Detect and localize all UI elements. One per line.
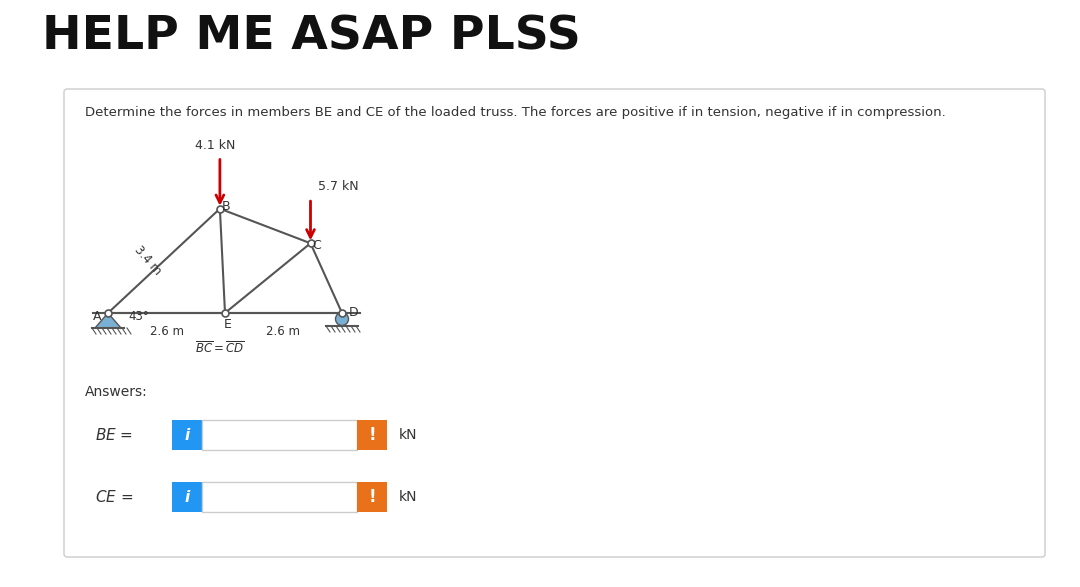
Bar	[202, 482, 357, 512]
Text: HELP ME ASAP PLSS: HELP ME ASAP PLSS	[42, 15, 581, 60]
Text: Determine the forces in members BE and CE of the loaded truss. The forces are po: Determine the forces in members BE and C…	[85, 106, 946, 119]
Text: 5.7 kN: 5.7 kN	[319, 180, 359, 193]
Text: $\overline{BC}=\overline{CD}$: $\overline{BC}=\overline{CD}$	[195, 341, 245, 356]
Text: $\mathit{CE}$ =: $\mathit{CE}$ =	[95, 489, 133, 505]
Text: !: !	[368, 426, 376, 444]
Text: 3.4 m: 3.4 m	[132, 244, 164, 278]
Text: 4.1 kN: 4.1 kN	[194, 139, 235, 151]
Text: Answers:: Answers:	[85, 385, 148, 399]
Text: i: i	[185, 490, 190, 504]
Text: $\mathit{BE}$ =: $\mathit{BE}$ =	[95, 427, 133, 443]
Text: 43°: 43°	[129, 310, 149, 323]
Bar	[357, 420, 387, 450]
Text: kN: kN	[399, 490, 418, 504]
Circle shape	[336, 312, 349, 326]
FancyBboxPatch shape	[64, 89, 1045, 557]
Bar	[357, 482, 387, 512]
Bar	[172, 420, 202, 450]
Text: B: B	[221, 200, 230, 213]
Bar	[172, 482, 202, 512]
Text: E: E	[224, 319, 232, 332]
Text: i: i	[185, 427, 190, 443]
Text: 2.6 m: 2.6 m	[267, 325, 300, 338]
Text: A: A	[93, 309, 102, 322]
Text: 2.6 m: 2.6 m	[149, 325, 184, 338]
Bar	[202, 420, 357, 450]
Text: C: C	[312, 239, 321, 252]
Text: D: D	[349, 306, 359, 319]
Polygon shape	[95, 313, 121, 328]
Text: !: !	[368, 488, 376, 506]
Text: kN: kN	[399, 428, 418, 442]
